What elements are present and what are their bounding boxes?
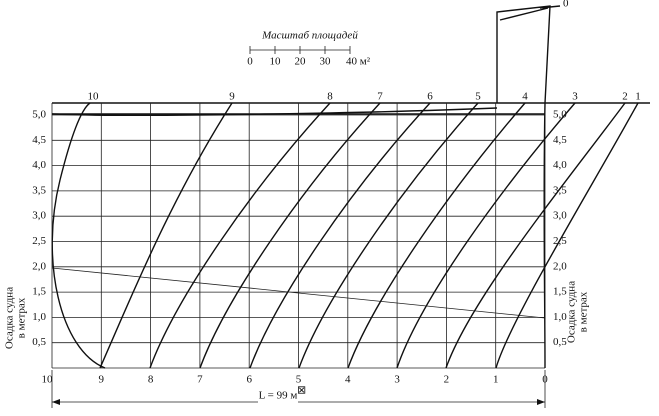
station-top: 7 [377,91,383,103]
right-label: 1,5 [553,286,567,298]
bonjean-curve [149,102,331,369]
length-label: L = 99 м [259,390,298,402]
bonjean-curve [298,102,479,369]
scale-title: Масштаб площадей [261,30,358,42]
station-top: 9 [229,91,235,103]
left-label: 3,5 [32,184,46,196]
left-label: 0,5 [32,336,46,348]
bonjean-curve [495,102,639,369]
station-bottom: 4 [345,374,351,386]
scale-label: 10 [270,56,282,68]
station-top: 2 [622,91,628,103]
station-bottom: 6 [246,374,252,386]
station-top: 10 [88,91,100,103]
station-bottom: 10 [42,374,54,386]
station-bottom: 1 [493,374,499,386]
axis-title: Осадка судна [566,281,578,343]
bonjean-curve [99,102,233,369]
left-label: 3,0 [32,210,46,222]
bonjean-curve [249,102,431,369]
left-label: 4,5 [32,134,46,146]
left-label: 1,0 [32,311,46,323]
right-label: 4,5 [553,134,567,146]
right-label: 1,0 [553,311,567,323]
station-bottom: 0 [542,374,548,386]
axis-title: Осадка судна [4,287,16,349]
station-top: 6 [427,91,433,103]
bonjean-curve [445,102,626,369]
left-label: 2,0 [32,260,46,272]
station-top: 4 [522,91,528,103]
scale-label: 30 [320,56,332,68]
right-label: 2,0 [553,260,567,272]
station-bottom: 5 [296,374,302,386]
bonjean-curve [396,102,576,369]
station-0-top: 0 [563,0,569,10]
right-label: 0,5 [553,336,567,348]
station-bottom: 2 [444,374,450,386]
right-label: 4,0 [553,159,567,171]
right-axis-title: Осадка судна в метрах [566,281,590,343]
station-bottom: 8 [148,374,154,386]
axis-title: в метрах [16,297,28,338]
left-label: 4,0 [32,159,46,171]
left-label: 1,5 [32,286,46,298]
station-top: 3 [572,91,578,103]
bonjean-curve [543,102,546,369]
scale-label: 20 [295,56,307,68]
station-bottom: 7 [197,374,203,386]
scale-label: 40 м² [346,56,371,68]
station-top: 5 [475,91,481,103]
left-label: 2,5 [32,235,46,247]
bonjean-curve [51,102,106,369]
bonjean-curve [347,102,526,369]
bonjean-curve [199,102,381,369]
midship-symbol: ⊠ [297,385,306,397]
bonjean-curve [51,107,498,117]
rudder-curve [496,5,561,104]
left-axis-title: Осадка судна в метрах [4,287,28,349]
scale-label: 0 [247,56,253,68]
station-bottom: 3 [394,374,400,386]
station-top: 1 [635,91,641,103]
right-label: 3,0 [553,210,567,222]
left-label: 5,0 [32,109,46,121]
station-top: 8 [327,91,333,103]
label-bg [258,396,298,408]
axis-title: в метрах [578,291,590,332]
station-bottom: 9 [99,374,105,386]
right-label: 5,0 [553,109,567,121]
